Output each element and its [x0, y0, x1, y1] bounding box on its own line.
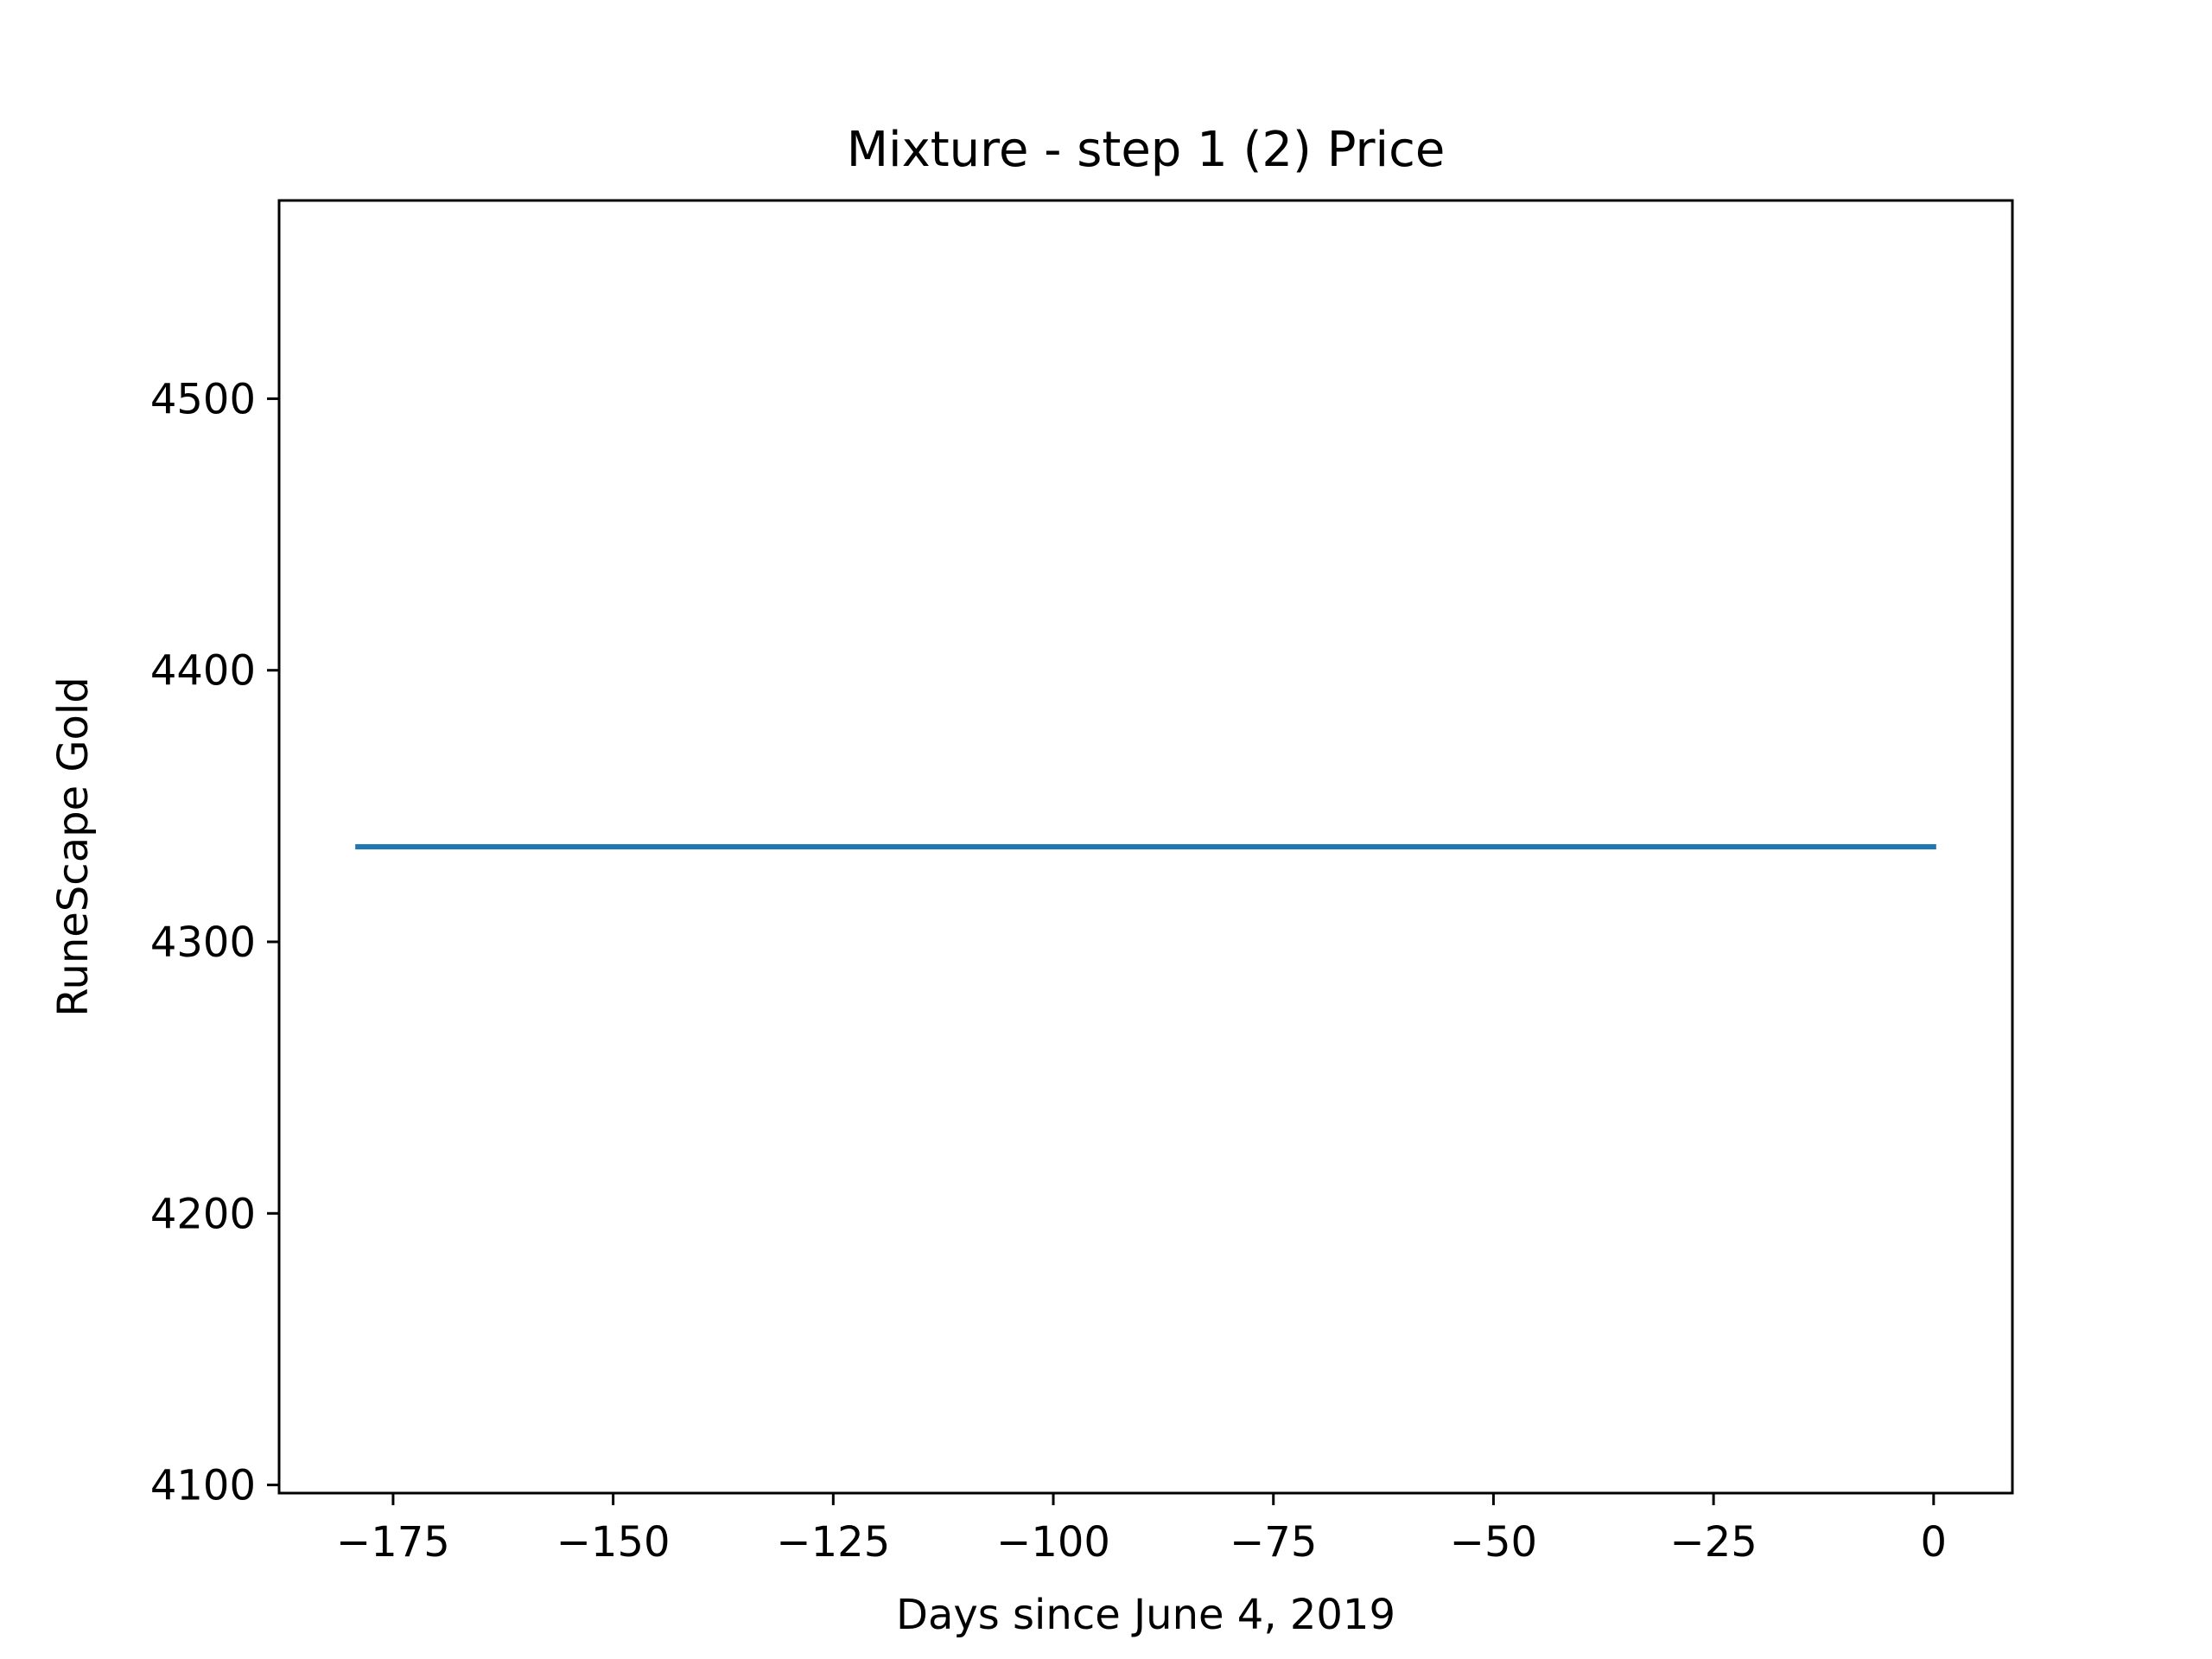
chart-title: Mixture - step 1 (2) Price	[847, 122, 1446, 178]
x-tick-label: −50	[1450, 1518, 1537, 1567]
y-tick-label: 4200	[150, 1190, 256, 1238]
x-tick-label: −150	[556, 1518, 671, 1567]
y-tick-label: 4500	[150, 375, 256, 423]
x-tick-label: −125	[776, 1518, 890, 1567]
y-axis: 4100 4200 4300 4400 4500	[150, 375, 279, 1510]
x-tick-label: −75	[1230, 1518, 1317, 1567]
x-axis: −175 −150 −125 −100 −75 −50 −25 0	[336, 1493, 1947, 1567]
y-tick-label: 4400	[150, 647, 256, 696]
x-axis-label: Days since June 4, 2019	[896, 1591, 1395, 1639]
x-tick-label: −100	[996, 1518, 1110, 1567]
plot-area-frame	[277, 199, 2014, 1495]
y-tick-label: 4100	[150, 1462, 256, 1510]
y-tick-label: 4300	[150, 918, 256, 967]
y-axis-label: RuneScape Gold	[49, 677, 98, 1016]
x-tick-label: 0	[1921, 1518, 1948, 1567]
x-tick-label: −25	[1669, 1518, 1757, 1567]
x-tick-label: −175	[336, 1518, 450, 1567]
